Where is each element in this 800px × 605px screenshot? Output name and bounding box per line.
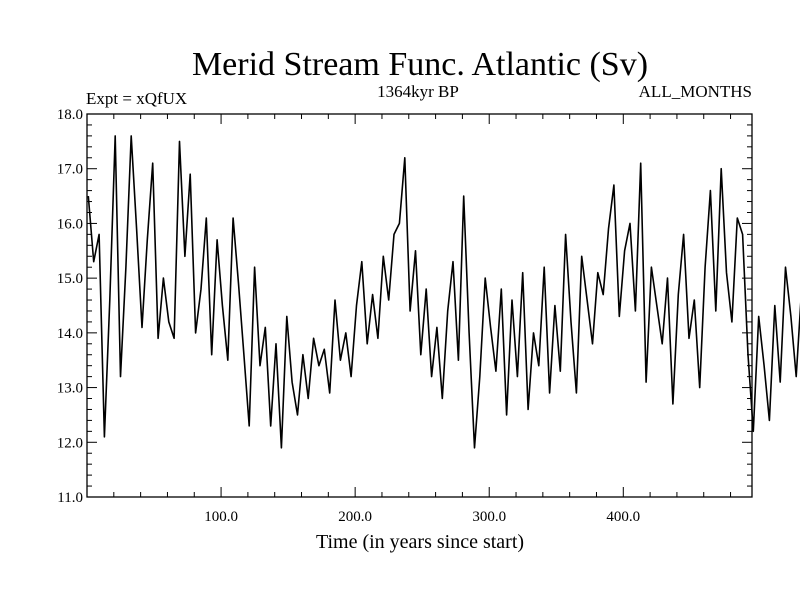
x-tick-label: 400.0 (606, 509, 640, 525)
chart-title: Merid Stream Func. Atlantic (Sv) (192, 46, 648, 83)
y-tick-label: 16.0 (57, 216, 83, 232)
period-label: 1364kyr BP (377, 82, 459, 101)
x-tick-label: 300.0 (472, 509, 506, 525)
axis-tick-labels: 100.0 200.0 300.0 400.0 11.0 12.0 13.0 14.0 15.0… (57, 107, 640, 525)
y-tick-label: 15.0 (57, 271, 83, 287)
experiment-label: Expt = xQfUX (86, 89, 187, 108)
y-tick-label: 18.0 (57, 107, 83, 123)
series-layer (87, 135, 800, 449)
series-line (87, 135, 800, 449)
x-axis-label: Time (in years since start) (316, 531, 524, 553)
x-tick-label: 200.0 (338, 509, 372, 525)
plot-frame (86, 113, 753, 498)
axis-ticks (87, 113, 752, 498)
x-tick-label: 100.0 (204, 509, 238, 525)
y-tick-label: 17.0 (57, 162, 83, 178)
months-label: ALL_MONTHS (639, 82, 752, 101)
y-tick-label: 14.0 (57, 326, 83, 342)
y-tick-label: 13.0 (57, 381, 83, 397)
y-tick-label: 11.0 (57, 490, 83, 506)
y-tick-label: 12.0 (57, 435, 83, 451)
